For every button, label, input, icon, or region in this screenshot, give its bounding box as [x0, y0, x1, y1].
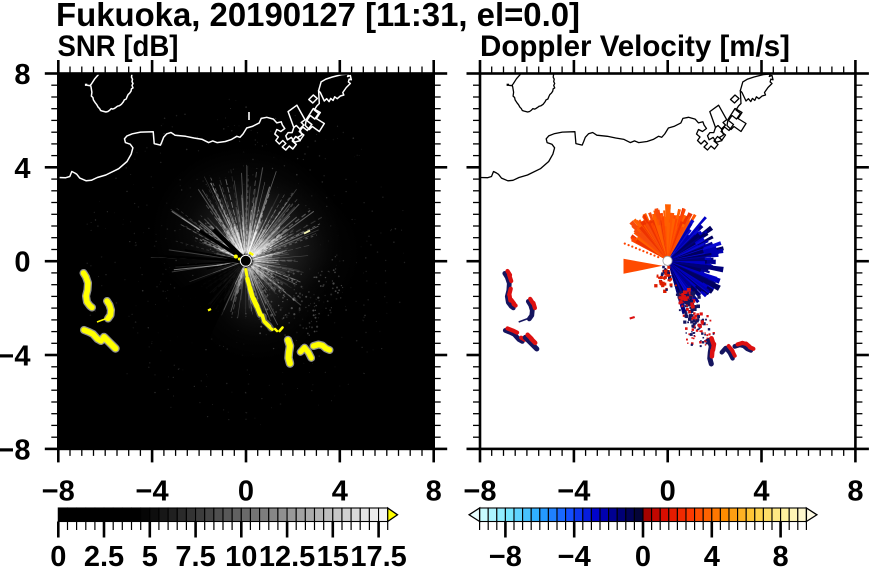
svg-text:2.5: 2.5: [84, 541, 124, 570]
svg-text:0: 0: [660, 476, 676, 508]
svg-text:8: 8: [773, 541, 789, 570]
svg-text:−4: −4: [136, 476, 169, 508]
svg-text:8: 8: [847, 476, 863, 508]
svg-text:5: 5: [142, 541, 158, 570]
svg-text:12.5: 12.5: [259, 541, 315, 570]
svg-text:−4: −4: [558, 541, 591, 570]
svg-text:17.5: 17.5: [350, 541, 406, 570]
svg-text:0: 0: [14, 247, 30, 279]
svg-text:−8: −8: [489, 541, 522, 570]
svg-text:Fukuoka, 20190127 [11:31, el=0: Fukuoka, 20190127 [11:31, el=0.0]: [56, 0, 580, 33]
svg-text:8: 8: [14, 59, 30, 91]
svg-text:SNR [dB]: SNR [dB]: [58, 30, 179, 63]
svg-text:0: 0: [50, 541, 66, 570]
svg-text:−8: −8: [463, 476, 496, 508]
svg-text:−4: −4: [0, 340, 31, 372]
svg-text:7.5: 7.5: [175, 541, 215, 570]
svg-text:−8: −8: [42, 476, 75, 508]
svg-text:4: 4: [704, 541, 720, 570]
svg-text:−4: −4: [557, 476, 590, 508]
svg-text:−8: −8: [0, 434, 31, 466]
svg-text:0: 0: [635, 541, 651, 570]
svg-text:4: 4: [332, 476, 348, 508]
svg-text:10: 10: [225, 541, 257, 570]
svg-text:15: 15: [317, 541, 349, 570]
svg-text:4: 4: [753, 476, 769, 508]
svg-text:8: 8: [426, 476, 442, 508]
svg-text:0: 0: [238, 476, 254, 508]
svg-text:4: 4: [14, 153, 30, 185]
svg-text:Doppler Velocity [m/s]: Doppler Velocity [m/s]: [480, 30, 790, 63]
